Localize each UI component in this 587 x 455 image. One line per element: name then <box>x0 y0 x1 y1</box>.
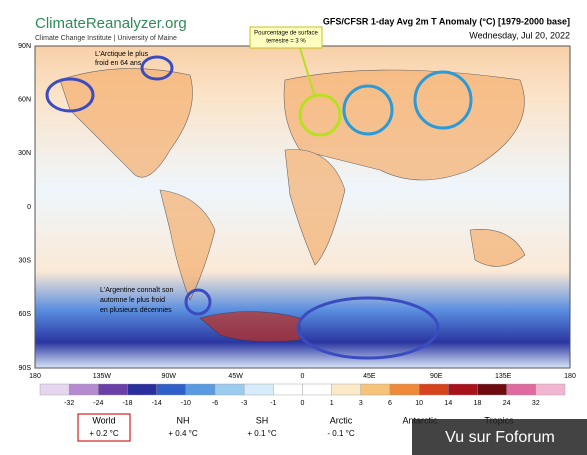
legend-tick: -24 <box>93 400 103 407</box>
lon-label: 135W <box>93 373 112 380</box>
legend-tick: -6 <box>212 400 218 407</box>
lat-label: 30N <box>18 150 31 157</box>
legend-tick: 1 <box>330 400 334 407</box>
legend-tick: 10 <box>415 400 423 407</box>
annotation: en plusieurs décennies <box>100 307 172 314</box>
legend-swatch <box>389 383 420 396</box>
lon-label: 45E <box>363 373 376 380</box>
lat-label: 0 <box>27 204 31 211</box>
legend-tick: -1 <box>270 400 276 407</box>
legend-tick: 24 <box>503 400 511 407</box>
legend-swatch <box>418 383 449 396</box>
lon-label: 90E <box>430 373 443 380</box>
lat-label: 30S <box>19 258 32 265</box>
stat-value: + 0.4 °C <box>168 429 197 438</box>
legend-tick: 14 <box>444 400 452 407</box>
map-title: GFS/CFSR 1-day Avg 2m T Anomaly (°C) [19… <box>323 16 570 26</box>
stat-label: NH <box>177 415 190 425</box>
legend-tick: 18 <box>474 400 482 407</box>
legend-swatch <box>98 383 128 396</box>
legend-swatch <box>243 383 274 396</box>
legend-tick: 3 <box>359 400 363 407</box>
watermark: Vu sur Foforum <box>445 429 555 446</box>
stat-value: + 0.1 °C <box>247 429 276 438</box>
legend-swatch <box>448 383 478 396</box>
lon-label: 90W <box>162 373 177 380</box>
highlight-circles <box>45 55 473 360</box>
legend-swatch <box>39 383 70 396</box>
annotation: froid en 64 ans <box>95 60 142 67</box>
legend-tick: -10 <box>181 400 191 407</box>
annotation: L'Argentine connaît son <box>100 287 173 294</box>
stat-label: SH <box>256 415 269 425</box>
legend-swatch <box>68 383 99 396</box>
legend-swatch <box>360 383 391 396</box>
site-name: ClimateReanalyzer.org <box>35 15 187 32</box>
legend-swatch <box>477 383 507 396</box>
annotation: automne le plus froid <box>100 297 165 304</box>
legend-swatch <box>273 383 303 396</box>
institute: Climate Change Institute | University of… <box>35 35 177 42</box>
legend-swatch <box>185 383 216 396</box>
surface-box <box>249 26 323 49</box>
lon-label: 180 <box>29 373 41 380</box>
annotation: Pourcentage de surface <box>254 31 318 37</box>
watermark-box <box>412 419 587 455</box>
stat-label: Arctic <box>330 415 353 425</box>
legend-tick: -32 <box>64 400 74 407</box>
stat-value: + 0.2 °C <box>89 429 118 438</box>
map-date: Wednesday, Jul 20, 2022 <box>469 30 570 40</box>
lat-label: 60S <box>19 311 32 318</box>
stat-value: - 0.1 °C <box>327 429 354 438</box>
continents <box>59 68 526 342</box>
legend-swatch <box>127 383 157 396</box>
legend-swatch <box>331 383 362 396</box>
pointer-line <box>299 47 316 98</box>
lon-label: 180 <box>564 373 576 380</box>
legend-tick: -3 <box>241 400 247 407</box>
legend-swatch <box>535 383 566 396</box>
legend-tick: 32 <box>532 400 540 407</box>
lon-label: 45W <box>228 373 243 380</box>
annotation: terrestre = 3 % <box>266 39 306 45</box>
lon-label: 0 <box>301 373 305 380</box>
lat-label: 90S <box>19 365 32 372</box>
annotation: L'Arctique le plus <box>95 51 149 58</box>
legend-swatch <box>214 383 245 396</box>
legend-swatch <box>506 383 537 396</box>
world-box <box>77 413 131 442</box>
legend-swatch <box>156 383 187 396</box>
legend-swatch <box>302 383 332 396</box>
legend-tick: -18 <box>122 400 132 407</box>
lon-label: 135E <box>495 373 512 380</box>
legend-tick: 0 <box>301 400 305 407</box>
legend-tick: 6 <box>388 400 392 407</box>
lat-label: 90N <box>18 43 31 50</box>
legend-tick: -14 <box>152 400 162 407</box>
lat-label: 60N <box>18 97 31 104</box>
stat-label: World <box>92 415 115 425</box>
